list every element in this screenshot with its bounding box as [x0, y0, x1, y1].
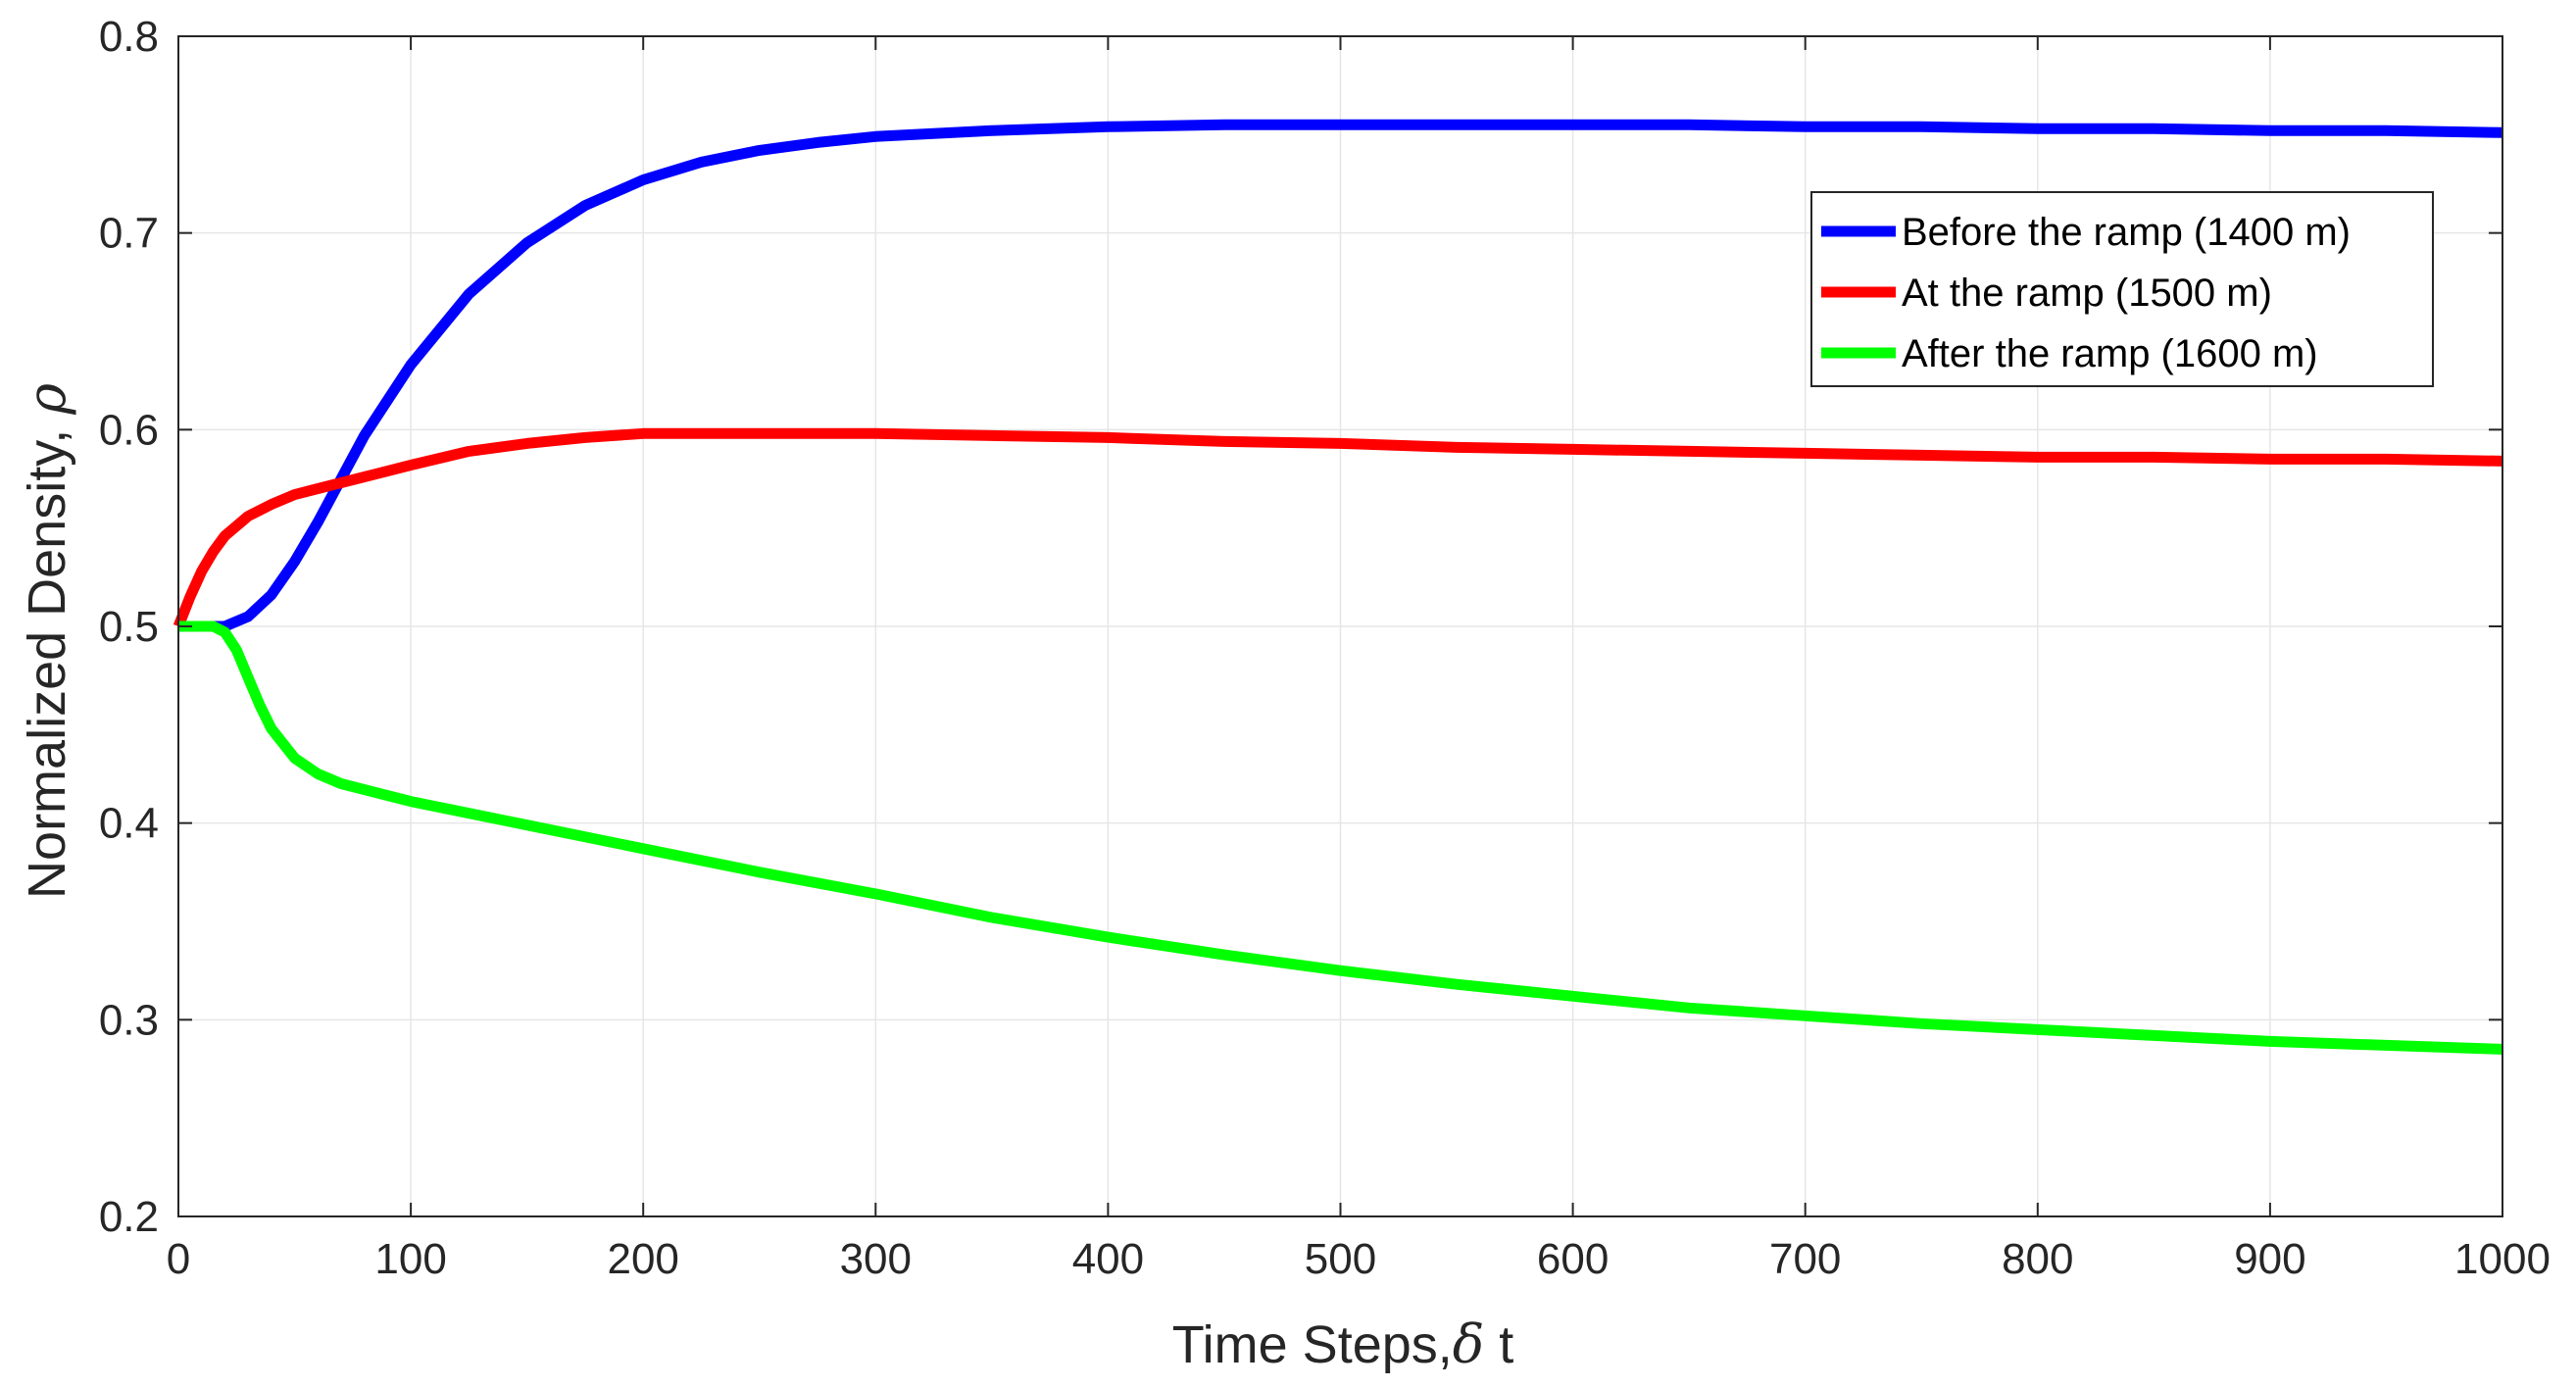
series-line-2	[173, 427, 2503, 629]
x-tick-label: 900	[2234, 1235, 2305, 1283]
y-axis-label: Normalized Density, ρ	[16, 383, 77, 899]
x-tick-label: 700	[1769, 1235, 1841, 1283]
y-tick-label: 0.3	[99, 996, 159, 1044]
x-tick-label: 1000	[2454, 1235, 2551, 1283]
series-group	[173, 119, 2503, 1055]
y-tick-label: 0.4	[99, 800, 159, 848]
y-tick-label: 0.5	[99, 603, 159, 651]
x-tick-label: 0	[167, 1235, 190, 1283]
tick-labels: 0 100 200 300 400 500 600 700 800 900 1000 0.2 0.3 0.…	[99, 13, 2551, 1283]
y-tick-label: 0.2	[99, 1193, 159, 1241]
x-tick-label: 100	[374, 1235, 446, 1283]
legend-label-1: Before the ramp (1400 m)	[1902, 211, 2351, 254]
axes	[177, 35, 2503, 1217]
x-axis-label: Time Steps,δ t	[1172, 1314, 1514, 1375]
y-tick-label: 0.8	[99, 13, 159, 61]
x-tick-label: 300	[840, 1235, 912, 1283]
y-tick-label: 0.6	[99, 406, 159, 454]
series-line-1	[178, 119, 2503, 632]
legend-box	[1810, 191, 2434, 387]
legend: Before the ramp (1400 m) At the ramp (150…	[1810, 191, 2434, 387]
y-tick-label: 0.7	[99, 210, 159, 258]
x-tick-label: 400	[1072, 1235, 1144, 1283]
x-tick-label: 500	[1305, 1235, 1376, 1283]
x-tick-label: 200	[607, 1235, 678, 1283]
series-line-3	[178, 620, 2503, 1055]
x-tick-label: 800	[2002, 1235, 2073, 1283]
legend-label-2: At the ramp (1500 m)	[1902, 272, 2272, 315]
x-tick-label: 600	[1537, 1235, 1609, 1283]
legend-label-3: After the ramp (1600 m)	[1902, 332, 2318, 375]
